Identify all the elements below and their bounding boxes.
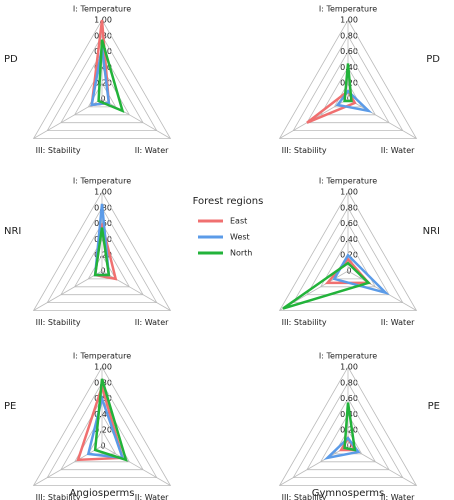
tick-label: 0.20 [340, 426, 358, 435]
tick-label: 0 [100, 267, 105, 276]
legend-entry: East [230, 217, 247, 226]
grid-ring [292, 34, 404, 132]
spoke [101, 445, 171, 486]
spoke [101, 98, 171, 139]
grid-ring [278, 191, 418, 311]
grid-ring [306, 50, 390, 124]
axis-label: I: Temperature [319, 5, 377, 14]
tick-label: 1.00 [94, 188, 112, 197]
tick-label: 0.80 [340, 203, 358, 212]
axis-label: I: Temperature [73, 352, 131, 361]
grid-ring [292, 207, 404, 304]
axis-label: III: Stability [282, 493, 327, 500]
tick-label: 1.00 [340, 188, 358, 197]
series-polygon [97, 39, 125, 113]
grid-ring [32, 366, 172, 486]
tick-label: 0.60 [340, 47, 358, 56]
series-polygon [343, 63, 353, 103]
axis-label: III: Stability [36, 493, 81, 500]
axis-label: III: Stability [282, 318, 327, 327]
row-label: PD [4, 54, 18, 65]
grid-ring [278, 366, 418, 486]
row-label: NRI [423, 226, 440, 237]
grid-ring [60, 50, 144, 124]
tick-label: 1.00 [340, 363, 358, 372]
series-polygon [282, 261, 371, 310]
grid-ring [32, 191, 172, 311]
tick-label: 0.20 [94, 426, 112, 435]
tick-label: 0 [100, 442, 105, 451]
series-polygon [90, 47, 111, 107]
tick-label: 0.80 [340, 378, 358, 387]
axis-label: I: Temperature [319, 177, 377, 186]
tick-label: 0.20 [94, 251, 112, 260]
grid-ring [32, 19, 172, 139]
axis-label: II: Water [381, 146, 415, 155]
axis-label: II: Water [381, 318, 415, 327]
legend-entry: West [230, 233, 250, 242]
axis-label: II: Water [135, 146, 169, 155]
grid-ring [278, 19, 418, 139]
grid-ring [73, 238, 131, 288]
grid-ring [306, 397, 390, 471]
legend-title: Forest regions [193, 196, 264, 207]
spoke [33, 270, 103, 311]
axis-label: III: Stability [36, 318, 81, 327]
grid-ring [46, 381, 158, 479]
tick-label: 0.40 [94, 410, 112, 419]
tick-label: 0 [346, 267, 351, 276]
axis-label: III: Stability [282, 146, 327, 155]
axis-label: I: Temperature [319, 352, 377, 361]
tick-label: 0.20 [94, 79, 112, 88]
axis-label: II: Water [135, 493, 169, 500]
grid-ring [319, 413, 377, 463]
series-polygon [76, 382, 125, 462]
tick-label: 1.00 [94, 363, 112, 372]
grid-ring [60, 222, 144, 296]
grid-ring [292, 381, 404, 479]
tick-label: 0.60 [340, 219, 358, 228]
tick-label: 0 [346, 442, 351, 451]
spoke [101, 270, 171, 311]
row-label: PD [426, 54, 440, 65]
row-label: NRI [4, 226, 21, 237]
tick-label: 0 [346, 95, 351, 104]
grid-ring [60, 397, 144, 471]
group-label: Gymnosperms [312, 488, 384, 499]
grid-ring [319, 66, 377, 116]
axis-label: III: Stability [36, 146, 81, 155]
tick-label: 0.40 [94, 63, 112, 72]
series-polygon [86, 394, 125, 460]
tick-label: 1.00 [340, 16, 358, 25]
grid-ring [46, 34, 158, 132]
series-polygon [93, 227, 111, 277]
series-polygon [335, 89, 373, 113]
series-polygon [93, 378, 128, 462]
row-label: PE [428, 401, 440, 412]
axis-label: II: Water [135, 318, 169, 327]
tick-label: 0.60 [340, 394, 358, 403]
spoke [347, 98, 417, 139]
tick-label: 0.80 [340, 31, 358, 40]
axis-label: II: Water [381, 493, 415, 500]
axis-label: I: Temperature [73, 5, 131, 14]
tick-label: 0.40 [340, 235, 358, 244]
grid-ring [319, 238, 377, 288]
axis-label: I: Temperature [73, 177, 131, 186]
group-label: Angiosperms [69, 488, 134, 499]
grid-ring [306, 222, 390, 296]
spoke [279, 445, 349, 486]
legend-entry: North [230, 249, 252, 258]
tick-label: 0 [100, 95, 105, 104]
spoke [33, 445, 103, 486]
row-label: PE [4, 401, 16, 412]
series-polygon [343, 402, 357, 452]
grid-ring [46, 207, 158, 304]
